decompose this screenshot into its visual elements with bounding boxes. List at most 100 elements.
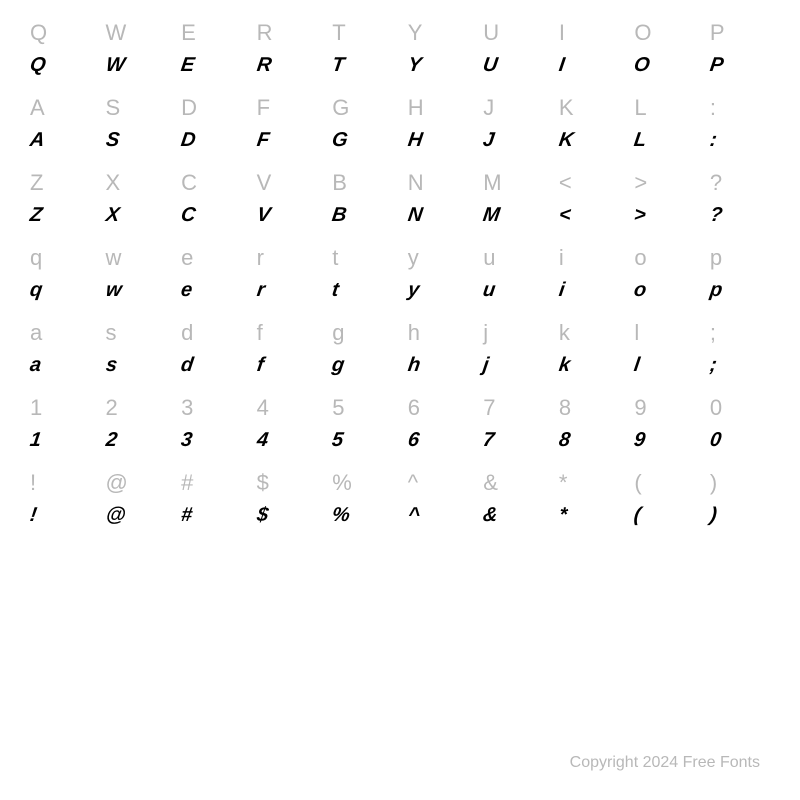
char-label: p [710, 245, 722, 271]
row-5: 11 22 33 44 55 66 77 88 99 00 [30, 395, 770, 452]
char-label: g [332, 320, 344, 346]
char-glyph: Y [406, 54, 422, 77]
char-label: < [559, 170, 572, 196]
cell: II [559, 20, 619, 77]
char-label: ) [710, 470, 717, 496]
char-label: r [257, 245, 264, 271]
char-label: t [332, 245, 338, 271]
cell: qq [30, 245, 90, 302]
char-label: f [257, 320, 263, 346]
cell: jj [483, 320, 543, 377]
char-label: 5 [332, 395, 344, 421]
char-label: w [106, 245, 122, 271]
cell: 00 [710, 395, 770, 452]
char-label: 0 [710, 395, 722, 421]
char-label: 6 [408, 395, 420, 421]
char-label: i [559, 245, 564, 271]
cell: YY [408, 20, 468, 77]
char-glyph: ) [708, 504, 717, 527]
cell: AA [30, 95, 90, 152]
char-glyph: B [331, 204, 348, 227]
char-label: a [30, 320, 42, 346]
char-glyph: T [331, 54, 345, 77]
char-glyph: 1 [28, 429, 41, 452]
char-label: O [634, 20, 651, 46]
char-label: H [408, 95, 424, 121]
char-label: Q [30, 20, 47, 46]
cell: JJ [483, 95, 543, 152]
row-6: !! @@ ## $$ %% ^^ && ** (( )) [30, 470, 770, 527]
char-label: * [559, 470, 568, 496]
char-label: q [30, 245, 42, 271]
cell: (( [634, 470, 694, 527]
char-label: 8 [559, 395, 571, 421]
cell: ll [634, 320, 694, 377]
char-label: J [483, 95, 494, 121]
cell: 55 [332, 395, 392, 452]
char-glyph: u [482, 279, 496, 302]
char-glyph: * [557, 504, 567, 527]
char-label: I [559, 20, 565, 46]
char-glyph: : [708, 129, 717, 152]
char-label: W [106, 20, 127, 46]
char-label: 1 [30, 395, 42, 421]
cell: ww [106, 245, 166, 302]
char-label: E [181, 20, 196, 46]
cell: @@ [106, 470, 166, 527]
cell: kk [559, 320, 619, 377]
cell: ii [559, 245, 619, 302]
cell: uu [483, 245, 543, 302]
char-label: K [559, 95, 574, 121]
char-glyph: t [331, 279, 340, 302]
char-label: o [634, 245, 646, 271]
cell: WW [106, 20, 166, 77]
char-glyph: e [179, 279, 192, 302]
cell: 77 [483, 395, 543, 452]
char-glyph: g [331, 354, 345, 377]
char-glyph: R [255, 54, 272, 77]
char-label: 3 [181, 395, 193, 421]
char-label: ! [30, 470, 36, 496]
cell: XX [106, 170, 166, 227]
cell: ZZ [30, 170, 90, 227]
char-glyph: 0 [708, 429, 721, 452]
cell: ee [181, 245, 241, 302]
char-glyph: y [406, 279, 419, 302]
char-label: % [332, 470, 352, 496]
cell: 88 [559, 395, 619, 452]
char-glyph: 9 [633, 429, 646, 452]
cell: DD [181, 95, 241, 152]
cell: ;; [710, 320, 770, 377]
cell: ^^ [408, 470, 468, 527]
cell: !! [30, 470, 90, 527]
char-label: Y [408, 20, 423, 46]
char-glyph: 6 [406, 429, 419, 452]
cell: ** [559, 470, 619, 527]
char-glyph: ? [708, 204, 722, 227]
char-glyph: A [28, 129, 45, 152]
char-glyph: M [482, 204, 501, 227]
copyright-text: Copyright 2024 Free Fonts [570, 754, 760, 772]
char-glyph: P [708, 54, 724, 77]
cell: KK [559, 95, 619, 152]
cell: TT [332, 20, 392, 77]
char-glyph: j [482, 354, 490, 377]
char-glyph: ^ [406, 504, 420, 527]
char-glyph: V [255, 204, 271, 227]
char-glyph: q [28, 279, 42, 302]
char-label: X [106, 170, 121, 196]
cell: BB [332, 170, 392, 227]
cell: hh [408, 320, 468, 377]
cell: UU [483, 20, 543, 77]
char-label: 2 [106, 395, 118, 421]
char-glyph: % [331, 504, 351, 527]
char-label: D [181, 95, 197, 121]
cell: VV [257, 170, 317, 227]
cell: rr [257, 245, 317, 302]
char-glyph: h [406, 354, 420, 377]
cell: CC [181, 170, 241, 227]
char-glyph: K [557, 129, 574, 152]
char-label: G [332, 95, 349, 121]
char-glyph: s [104, 354, 117, 377]
char-label: N [408, 170, 424, 196]
